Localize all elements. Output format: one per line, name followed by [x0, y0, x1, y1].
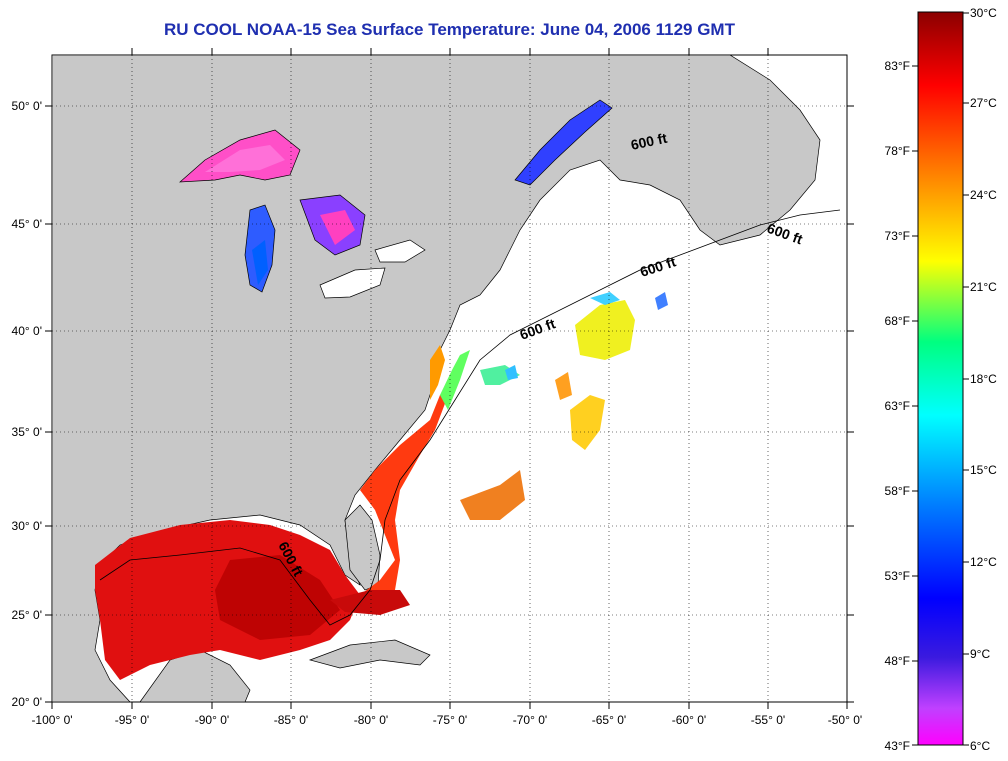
celsius-label: 6°C — [970, 739, 990, 753]
fahrenheit-label: 53°F — [885, 569, 910, 583]
isobath-600ft — [99, 209, 841, 626]
lat-label: 45° 0' — [12, 217, 42, 231]
celsius-label: 12°C — [970, 555, 997, 569]
colorbar — [917, 11, 964, 746]
lat-label: 40° 0' — [12, 324, 42, 338]
colorbar-ticks — [912, 12, 969, 746]
sst-mid-atlantic-shelf — [440, 350, 470, 410]
st-lawrence-river — [514, 99, 613, 186]
map-title: RU COOL NOAA-15 Sea Surface Temperature:… — [164, 20, 735, 39]
lon-label: -100° 0' — [31, 713, 72, 727]
lon-label: -65° 0' — [592, 713, 626, 727]
celsius-label: 27°C — [970, 96, 997, 110]
land-cuba — [308, 639, 431, 669]
lon-label: -55° 0' — [751, 713, 785, 727]
land-florida — [344, 504, 381, 591]
graticule — [52, 55, 847, 702]
lat-label: 30° 0' — [12, 519, 42, 533]
colorbar-fahrenheit-labels: 83°F 78°F 73°F 68°F 63°F 58°F 53°F 48°F … — [885, 59, 910, 753]
sst-offshore-blue — [655, 292, 668, 310]
sst-lake-michigan-blue — [252, 240, 268, 285]
sst-offshore-orange-1 — [555, 372, 572, 400]
lake-ontario — [374, 239, 426, 263]
fahrenheit-label: 68°F — [885, 314, 910, 328]
lon-label: -70° 0' — [513, 713, 547, 727]
sst-offshore-orange-2 — [460, 470, 525, 520]
sst-gulf-warm-core — [215, 555, 340, 640]
lat-label: 35° 0' — [12, 425, 42, 439]
fahrenheit-label: 58°F — [885, 484, 910, 498]
sst-lake-superior-pink — [205, 145, 285, 172]
sst-offshore-yellow-2 — [570, 395, 605, 450]
sst-chesapeake — [430, 345, 445, 400]
fahrenheit-label: 63°F — [885, 399, 910, 413]
sst-offshore-blue-2 — [505, 365, 518, 380]
celsius-label: 24°C — [970, 188, 997, 202]
latitude-labels: 50° 0' 45° 0' 40° 0' 35° 0' 30° 0' 25° 0… — [12, 99, 42, 709]
lon-label: -75° 0' — [433, 713, 467, 727]
fahrenheit-label: 78°F — [885, 144, 910, 158]
lat-label: 20° 0' — [12, 695, 42, 709]
lon-label: -60° 0' — [672, 713, 706, 727]
celsius-label: 18°C — [970, 372, 997, 386]
lon-label: -85° 0' — [274, 713, 308, 727]
lon-label: -95° 0' — [115, 713, 149, 727]
sst-florida-straits — [330, 590, 410, 615]
lat-label: 50° 0' — [12, 99, 42, 113]
fahrenheit-label: 83°F — [885, 59, 910, 73]
lon-label: -50° 0' — [828, 713, 862, 727]
lon-label: -80° 0' — [354, 713, 388, 727]
fahrenheit-label: 73°F — [885, 229, 910, 243]
isobath-label: 600 ft — [629, 130, 668, 153]
celsius-label: 30°C — [970, 6, 997, 20]
lon-label: -90° 0' — [195, 713, 229, 727]
fahrenheit-label: 48°F — [885, 654, 910, 668]
sst-gulf-stream — [360, 385, 452, 605]
celsius-label: 15°C — [970, 463, 997, 477]
lake-erie — [319, 267, 386, 299]
colorbar-celsius-labels: 30°C 27°C 24°C 21°C 18°C 15°C 12°C 9°C 6… — [970, 6, 997, 753]
fahrenheit-label: 43°F — [885, 739, 910, 753]
longitude-labels: -100° 0' -95° 0' -90° 0' -85° 0' -80° 0'… — [31, 713, 862, 727]
sst-lake-huron-pink — [320, 210, 355, 245]
celsius-label: 21°C — [970, 280, 997, 294]
map-ticks — [45, 48, 854, 709]
celsius-label: 9°C — [970, 647, 990, 661]
sst-offshore-cyan — [590, 292, 620, 305]
sst-offshore-yellow-1 — [575, 300, 635, 360]
lat-label: 25° 0' — [12, 608, 42, 622]
